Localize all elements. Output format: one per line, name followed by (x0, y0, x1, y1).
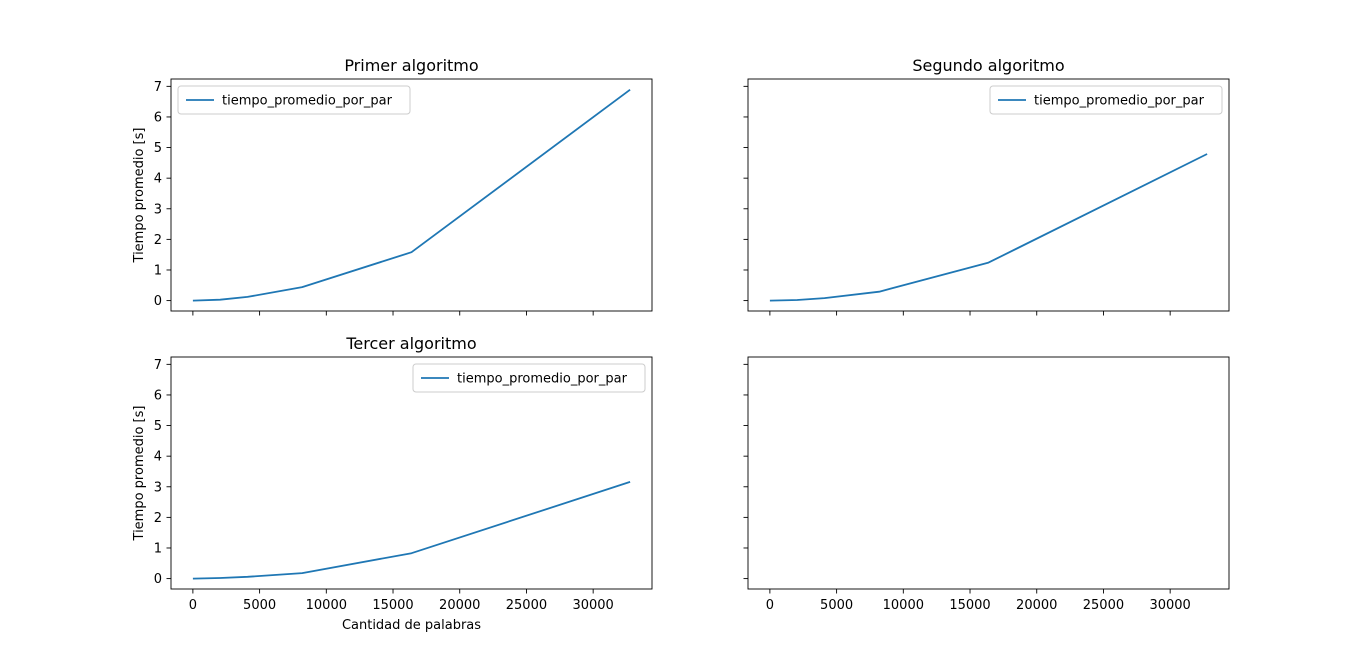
y-tick-label: 7 (154, 80, 162, 95)
x-tick-label: 0 (766, 598, 774, 613)
subplot-segundo-algoritmo: Segundo algoritmo tiempo_promedio_por_pa… (743, 56, 1230, 316)
y-tick-label: 3 (154, 480, 162, 495)
subplot-title: Primer algoritmo (344, 56, 478, 75)
y-tick-label: 4 (154, 172, 162, 187)
x-tick-label: 15000 (949, 598, 990, 613)
plot-frame (170, 78, 653, 312)
legend: tiempo_promedio_por_par (412, 363, 646, 393)
legend-box (177, 85, 411, 115)
y-axis-label: Tiempo promedio [s] (132, 406, 147, 542)
series-line (192, 88, 631, 302)
y-tick-label: 2 (154, 511, 162, 526)
plot-frame (747, 78, 1230, 312)
y-tick-label: 0 (154, 294, 162, 309)
y-tick-label: 2 (154, 233, 162, 248)
legend: tiempo_promedio_por_par (177, 85, 411, 115)
x-tick-label: 30000 (572, 598, 613, 613)
subplot-title: Segundo algoritmo (912, 56, 1064, 75)
y-tick-label: 1 (154, 263, 162, 278)
y-tick-label: 1 (154, 541, 162, 556)
legend-label: tiempo_promedio_por_par (1034, 94, 1205, 109)
legend-box (989, 85, 1223, 115)
legend-label: tiempo_promedio_por_par (222, 94, 393, 109)
x-tick-label: 30000 (1149, 598, 1190, 613)
subplot-title: Tercer algoritmo (345, 334, 476, 353)
x-tick-label: 5000 (820, 598, 853, 613)
subplot-empty: 0 5000 10000 15000 20000 25000 30000 (743, 356, 1230, 613)
y-tick-label: 5 (154, 141, 162, 156)
y-tick-label: 4 (154, 450, 162, 465)
y-tick-label: 7 (154, 358, 162, 373)
y-tick-label: 6 (154, 110, 162, 125)
series-line (192, 481, 631, 580)
x-tick-label: 25000 (1083, 598, 1124, 613)
subplot-primer-algoritmo: Primer algoritmo Tiempo promedio [s] 0 1 2… (132, 56, 653, 316)
x-tick-label: 10000 (306, 598, 347, 613)
series-line (769, 153, 1208, 302)
plot-frame (747, 356, 1230, 590)
legend-box (412, 363, 646, 393)
legend: tiempo_promedio_por_par (989, 85, 1223, 115)
x-tick-label: 20000 (1016, 598, 1057, 613)
x-tick-label: 15000 (372, 598, 413, 613)
subplot-tercer-algoritmo: Tercer algoritmo Tiempo promedio [s] Can… (132, 334, 653, 633)
x-tick-label: 25000 (506, 598, 547, 613)
plot-frame (170, 356, 653, 590)
y-tick-label: 5 (154, 419, 162, 434)
x-tick-label: 5000 (243, 598, 276, 613)
x-axis-label: Cantidad de palabras (342, 618, 481, 633)
legend-label: tiempo_promedio_por_par (457, 372, 628, 387)
y-tick-label: 0 (154, 572, 162, 587)
x-tick-label: 0 (189, 598, 197, 613)
x-tick-label: 20000 (439, 598, 480, 613)
y-axis-label: Tiempo promedio [s] (132, 128, 147, 264)
y-tick-label: 3 (154, 202, 162, 217)
x-tick-label: 10000 (883, 598, 924, 613)
y-tick-label: 6 (154, 388, 162, 403)
